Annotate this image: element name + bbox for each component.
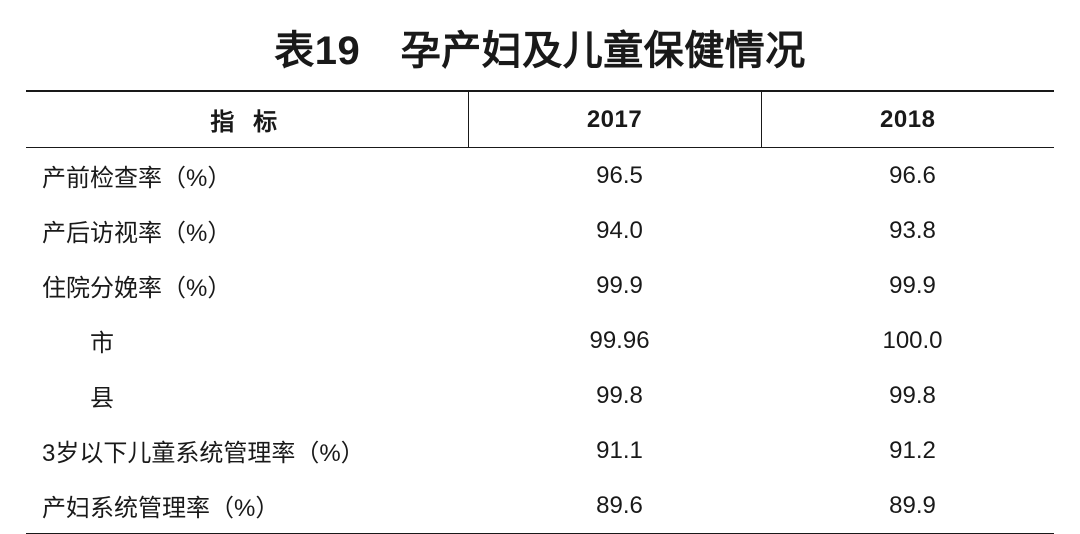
cell-indicator: 住院分娩率（%） (26, 258, 468, 313)
cell-indicator: 产后访视率（%） (26, 203, 468, 258)
column-header-indicator: 指 标 (26, 91, 468, 148)
cell-2018: 96.6 (761, 148, 1054, 204)
table-row: 产前检查率（%）96.596.6 (26, 148, 1054, 204)
cell-2018: 93.8 (761, 203, 1054, 258)
table-row: 3岁以下儿童系统管理率（%）91.191.2 (26, 423, 1054, 478)
cell-2018: 91.2 (761, 423, 1054, 478)
cell-2017: 99.9 (468, 258, 761, 313)
cell-2017: 96.5 (468, 148, 761, 204)
table-body: 产前检查率（%）96.596.6产后访视率（%）94.093.8住院分娩率（%）… (26, 148, 1054, 534)
cell-2017: 91.1 (468, 423, 761, 478)
table-header-row: 指 标 2017 2018 (26, 91, 1054, 148)
cell-indicator: 县 (26, 368, 468, 423)
cell-2017: 99.8 (468, 368, 761, 423)
table-row: 市99.96100.0 (26, 313, 1054, 368)
cell-indicator: 3岁以下儿童系统管理率（%） (26, 423, 468, 478)
cell-2018: 100.0 (761, 313, 1054, 368)
column-header-2018: 2018 (761, 91, 1054, 148)
table-container: 表19 孕产妇及儿童保健情况 指 标 2017 2018 产前检查率（%）96.… (26, 18, 1054, 534)
table-row: 产后访视率（%）94.093.8 (26, 203, 1054, 258)
table-row: 住院分娩率（%）99.999.9 (26, 258, 1054, 313)
cell-2017: 89.6 (468, 478, 761, 534)
cell-2018: 99.9 (761, 258, 1054, 313)
cell-indicator: 市 (26, 313, 468, 368)
cell-2018: 99.8 (761, 368, 1054, 423)
table-title: 表19 孕产妇及儿童保健情况 (26, 18, 1054, 76)
table-row: 产妇系统管理率（%）89.689.9 (26, 478, 1054, 534)
cell-indicator: 产前检查率（%） (26, 148, 468, 204)
cell-2017: 99.96 (468, 313, 761, 368)
cell-2018: 89.9 (761, 478, 1054, 534)
maternal-child-health-table: 指 标 2017 2018 产前检查率（%）96.596.6产后访视率（%）94… (26, 90, 1054, 534)
table-row: 县99.899.8 (26, 368, 1054, 423)
cell-2017: 94.0 (468, 203, 761, 258)
column-header-2017: 2017 (468, 91, 761, 148)
cell-indicator: 产妇系统管理率（%） (26, 478, 468, 534)
